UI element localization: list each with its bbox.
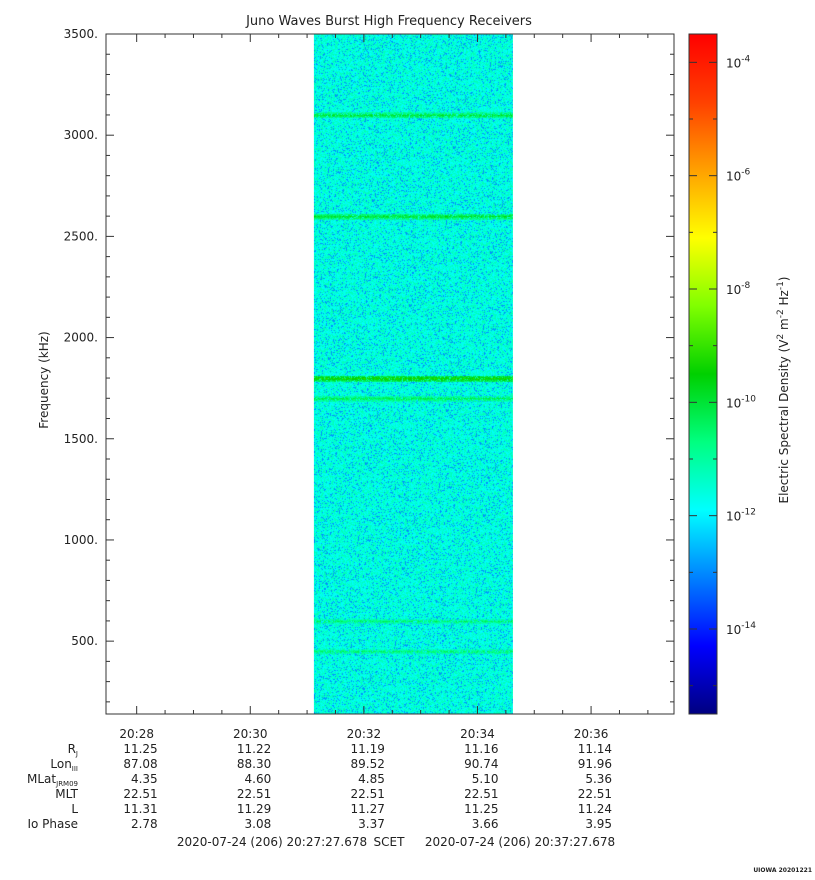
ephemeris-value: 11.25 <box>123 742 157 756</box>
ephemeris-row-label: RJ <box>68 742 78 758</box>
ephemeris-value: 11.31 <box>123 802 157 816</box>
ephemeris-value: 3.08 <box>245 817 272 831</box>
y-tick-label: 3000. <box>64 128 98 142</box>
ephemeris-value: 91.96 <box>578 757 612 771</box>
time-scet-label: SCET <box>374 835 406 849</box>
chart-title: Juno Waves Burst High Frequency Receiver… <box>245 14 532 29</box>
ephemeris-row-label: LonIII <box>50 757 78 773</box>
y-tick-label: 1000. <box>64 533 98 547</box>
colorbar-tick-label: 10-8 <box>726 281 751 297</box>
x-tick-label: 20:30 <box>233 727 268 741</box>
time-end: 2020-07-24 (206) 20:37:27.678 <box>425 835 615 849</box>
ephemeris-row-label: MLatJRM09 <box>27 772 78 788</box>
colorbar-ticks: 10-4 10-6 10-8 10-10 10-12 10-14 <box>689 54 756 687</box>
colorbar-tick-label: 10-6 <box>726 168 751 184</box>
ephemeris-table: 20:28 20:30 20:32 20:34 20:36 RJ 11.25 11.22 11.… <box>27 727 612 831</box>
ephemeris-value: 11.14 <box>578 742 612 756</box>
x-axis-ticks <box>136 34 649 714</box>
ephemeris-value: 11.22 <box>237 742 271 756</box>
y-axis-label: Frequency (kHz) <box>37 331 51 428</box>
colorbar-tick-label: 10-12 <box>726 508 756 524</box>
ephemeris-value: 4.85 <box>358 772 385 786</box>
colorbar-label: Electric Spectral Density (V2 m-2 Hz-1) <box>776 276 791 503</box>
y-tick-label: 2500. <box>64 229 98 243</box>
time-range: 2020-07-24 (206) 20:27:27.678 SCET 2020-… <box>177 835 615 849</box>
y-tick-label: 500. <box>71 634 98 648</box>
ephemeris-value: 11.25 <box>464 802 498 816</box>
ephemeris-value: 5.36 <box>585 772 612 786</box>
ephemeris-value: 11.27 <box>351 802 385 816</box>
ephemeris-value: 3.66 <box>472 817 499 831</box>
ephemeris-value: 88.30 <box>237 757 271 771</box>
time-start: 2020-07-24 (206) 20:27:27.678 <box>177 835 367 849</box>
ephemeris-value: 11.19 <box>351 742 385 756</box>
colorbar-tick-label: 10-10 <box>726 394 756 410</box>
ephemeris-value: 22.51 <box>464 787 498 801</box>
ephemeris-value: 87.08 <box>123 757 157 771</box>
x-tick-label: 20:28 <box>119 727 154 741</box>
ephemeris-value: 90.74 <box>464 757 498 771</box>
ephemeris-value: 2.78 <box>131 817 158 831</box>
x-tick-label: 20:36 <box>574 727 609 741</box>
colorbar: 10-4 10-6 10-8 10-10 10-12 10-14 Electric Spe… <box>688 33 791 715</box>
plot-area: 500. 1000. 1500. 2000. 2500. 3000. 3500. <box>64 27 675 715</box>
plot-frame <box>105 33 675 715</box>
y-tick-label: 2000. <box>64 331 98 345</box>
ephemeris-value: 11.29 <box>237 802 271 816</box>
credit-label: UIOWA 20201221 <box>753 867 812 874</box>
ephemeris-value: 3.95 <box>585 817 612 831</box>
ephemeris-value: 89.52 <box>351 757 385 771</box>
y-tick-label: 1500. <box>64 432 98 446</box>
ephemeris-row-label: MLT <box>55 787 78 801</box>
y-axis-ticks: 500. 1000. 1500. 2000. 2500. 3000. 3500. <box>64 27 674 703</box>
ephemeris-value: 11.24 <box>578 802 612 816</box>
ephemeris-value: 4.60 <box>245 772 272 786</box>
ephemeris-row-label: Io Phase <box>27 817 78 831</box>
ephemeris-value: 22.51 <box>237 787 271 801</box>
ephemeris-value: 4.35 <box>131 772 158 786</box>
colorbar-tick-label: 10-14 <box>726 621 756 637</box>
x-tick-label: 20:32 <box>347 727 382 741</box>
ephemeris-row-label: L <box>71 802 78 816</box>
y-tick-label: 3500. <box>64 27 98 41</box>
spectrogram-data-image <box>313 34 513 714</box>
ephemeris-value: 5.10 <box>472 772 499 786</box>
colorbar-gradient <box>688 33 718 715</box>
colorbar-tick-label: 10-4 <box>726 54 751 70</box>
ephemeris-value: 22.51 <box>578 787 612 801</box>
ephemeris-value: 22.51 <box>351 787 385 801</box>
x-tick-label: 20:34 <box>460 727 495 741</box>
ephemeris-value: 22.51 <box>123 787 157 801</box>
ephemeris-value: 3.37 <box>358 817 385 831</box>
ephemeris-value: 11.16 <box>464 742 498 756</box>
